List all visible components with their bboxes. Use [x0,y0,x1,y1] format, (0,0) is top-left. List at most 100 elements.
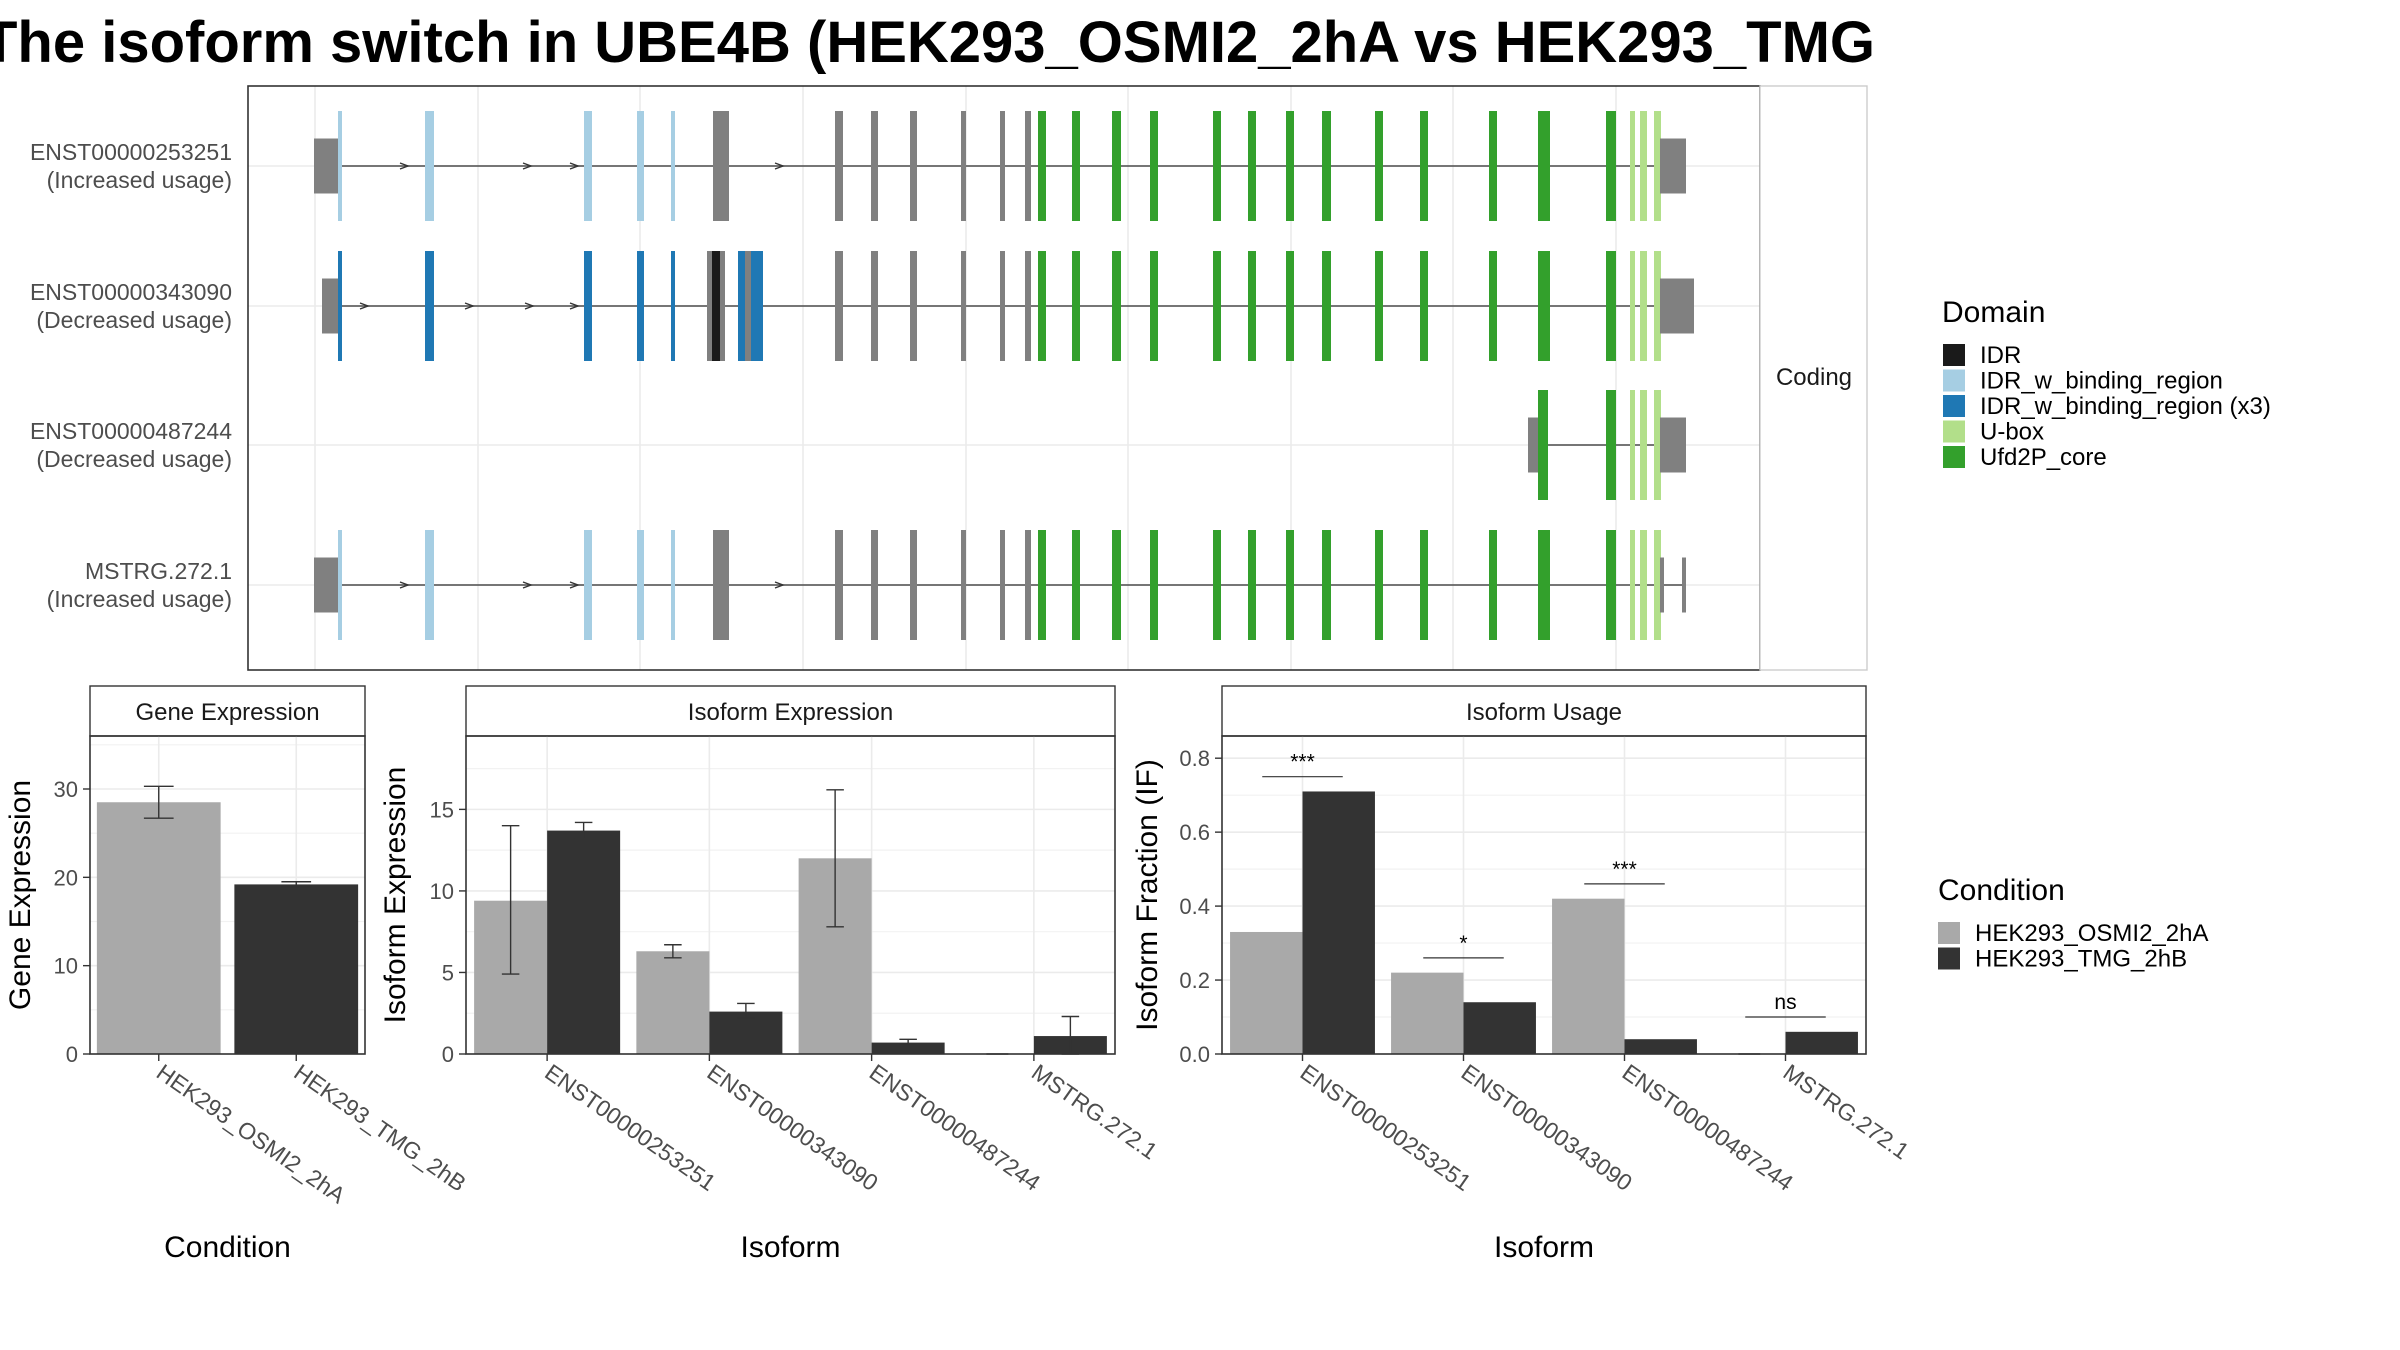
condition-legend-key [1938,922,1960,944]
bar [1391,972,1464,1054]
isoform-usage-chart: Isoform Usage*******ns0.00.20.40.60.8ENS… [1131,685,1914,1264]
condition-legend-title: Condition [1938,874,2065,907]
isoform-expression-chart: Isoform Expression051015ENST00000253251E… [379,685,1162,1264]
x-tick-label: ENST00000253251 [1296,1059,1476,1196]
exon [1213,111,1221,221]
x-axis-title: Isoform [740,1231,840,1264]
significance-label: *** [1290,751,1315,774]
isoform-structure-row [314,111,1686,221]
condition-legend-key [1938,947,1960,970]
exon [1248,530,1256,640]
exon [1606,111,1616,221]
exon [1025,251,1031,361]
significance-label: *** [1612,858,1637,881]
domain-legend-key [1943,446,1965,468]
exon [637,111,644,221]
y-tick-label: 10 [430,879,454,904]
exon [1640,390,1647,500]
exon [1375,251,1383,361]
x-tick-label: ENST00000343090 [1457,1059,1637,1196]
strand-arrow [359,302,370,310]
facet-strip-title: Gene Expression [135,699,319,726]
exon [1630,390,1635,500]
x-axis-title: Condition [164,1231,291,1264]
isoform-usage-label: (Increased usage) [47,586,232,612]
strand-arrow [774,162,785,170]
isoform-id-label: ENST00000487244 [30,418,232,444]
strand-arrow [524,302,535,310]
y-tick-label: 0.8 [1179,746,1210,771]
exon [910,111,917,221]
y-tick-label: 5 [442,960,454,985]
exon [1038,251,1046,361]
exon [1630,530,1635,640]
exon [1420,111,1428,221]
domain-legend-label: IDR_w_binding_region [1980,368,2223,395]
significance-label: ns [1774,991,1796,1014]
exon [425,530,434,640]
facet-strip [465,685,1116,737]
x-tick-label: ENST00000487244 [1618,1059,1799,1196]
exon [1660,278,1694,334]
domain-legend-label: IDR [1980,342,2021,369]
strand-arrow [522,162,533,170]
exon [1213,251,1221,361]
exon [712,251,720,361]
exon [1489,530,1497,640]
strand-arrow [464,302,475,310]
exon [671,530,675,640]
exon [314,138,339,194]
exon [1420,530,1428,640]
isoform-id-label: MSTRG.272.1 [85,558,232,584]
exon [1322,111,1331,221]
exon [1606,390,1616,500]
bar [1552,898,1625,1054]
exon [1150,111,1158,221]
exon [637,251,644,361]
condition-legend-label: HEK293_TMG_2hB [1975,946,2187,973]
exon [1489,111,1497,221]
bar [547,830,621,1054]
y-tick-label: 0.2 [1179,968,1210,993]
exon [1150,251,1158,361]
exon [1489,251,1497,361]
bar [96,802,221,1054]
exon [1000,530,1005,640]
y-tick-label: 10 [54,954,78,979]
domain-legend-key [1943,420,1965,443]
exon [961,251,966,361]
exon [314,557,339,613]
strand-arrow [522,581,533,589]
exon [1025,530,1031,640]
exon [1072,251,1080,361]
exon [1112,530,1121,640]
exon [1248,251,1256,361]
isoform-id-label: ENST00000343090 [30,279,232,305]
exon [1682,557,1686,613]
exon [1112,111,1121,221]
exon [637,530,644,640]
y-tick-label: 15 [430,797,454,822]
exon [338,530,342,640]
exon [671,251,675,361]
exon [910,530,917,640]
exon [671,111,675,221]
exon [1150,530,1158,640]
isoform-usage-label: (Decreased usage) [36,446,232,472]
panel-border [465,735,1116,1055]
y-axis-title: Isoform Fraction (IF) [1131,759,1164,1031]
y-tick-label: 0.0 [1179,1042,1210,1067]
domain-legend-key [1943,369,1965,392]
exon [584,111,592,221]
exon [1000,251,1005,361]
y-tick-label: 0 [66,1042,78,1067]
panel-border [1221,735,1867,1055]
exon [1038,530,1046,640]
exon [1640,111,1647,221]
y-axis-title: Isoform Expression [379,767,412,1024]
strand-arrow [569,581,580,589]
exon [871,251,878,361]
